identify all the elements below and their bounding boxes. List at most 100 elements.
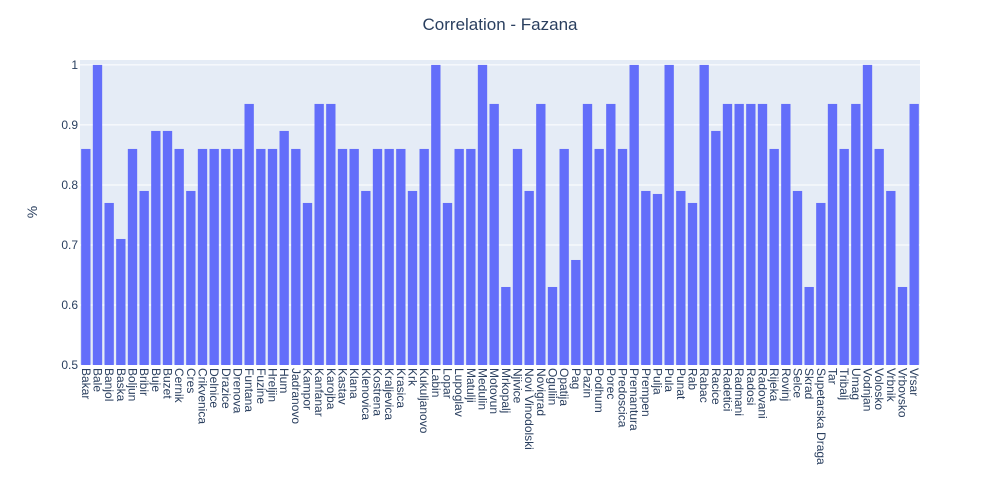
bar — [116, 238, 126, 365]
bar — [256, 148, 266, 365]
bar — [874, 148, 884, 365]
bar — [862, 64, 873, 365]
bar — [536, 103, 546, 366]
x-tick-label: Vrbnik — [884, 368, 898, 403]
x-tick-label: Umag — [849, 368, 863, 400]
x-tick-label: Premantura — [627, 368, 641, 431]
x-tick-label: Podhum — [592, 368, 606, 413]
y-tick-label: 1 — [71, 58, 78, 72]
y-tick-label: 0.8 — [61, 178, 78, 192]
x-tick-label: Baska — [114, 368, 128, 402]
bar — [466, 148, 476, 365]
x-tick-label: Cres — [184, 368, 198, 393]
x-tick-label: Delnice — [207, 368, 221, 408]
x-tick-label: Pulja — [651, 368, 665, 395]
bar — [547, 286, 558, 365]
bar — [139, 190, 149, 365]
bar — [81, 148, 91, 365]
x-tick-label: Lopar — [441, 368, 455, 399]
bar — [477, 64, 488, 365]
x-tick-label: Cernik — [172, 368, 186, 404]
x-tick-label: Fuzine — [254, 368, 268, 404]
plot-background — [80, 60, 920, 365]
bar — [326, 103, 336, 366]
x-axis-ticks: BakarBaleBanjolBaskaBoljunBribirBujeBuze… — [79, 368, 921, 465]
x-tick-label: Jadranovo — [289, 368, 303, 424]
x-tick-label: Rovinj — [779, 368, 793, 401]
x-tick-label: Radmani — [732, 368, 746, 416]
bar — [361, 190, 371, 365]
bar — [629, 64, 639, 365]
bar — [827, 103, 838, 366]
x-tick-label: Vodnjan — [861, 368, 875, 411]
x-tick-label: Novi Vinodolski — [522, 368, 536, 450]
bar — [232, 148, 243, 365]
x-tick-label: Tribalj — [837, 368, 851, 400]
y-tick-label: 0.5 — [61, 358, 78, 372]
bar — [699, 64, 709, 365]
bar — [279, 130, 289, 365]
bar — [617, 148, 628, 365]
bar — [711, 130, 721, 365]
bar — [606, 103, 616, 366]
x-tick-label: Pazin — [581, 368, 595, 398]
x-tick-label: Krk — [406, 368, 420, 387]
bar — [431, 64, 441, 365]
bar — [571, 259, 581, 365]
bar — [524, 190, 534, 365]
x-tick-label: Kukuljanovo — [417, 368, 431, 434]
x-tick-label: Hreljin — [266, 368, 280, 402]
gridlines — [80, 64, 920, 366]
x-tick-label: Skrad — [802, 368, 816, 399]
x-tick-label: Bribir — [137, 368, 151, 396]
x-tick-label: Drazice — [219, 368, 233, 409]
bar — [372, 148, 383, 365]
bar — [349, 148, 359, 365]
bar — [781, 103, 791, 366]
x-tick-label: Matulji — [464, 368, 478, 403]
bar — [687, 202, 698, 365]
bar — [582, 103, 593, 366]
x-tick-label: Kampor — [301, 368, 315, 410]
bar — [197, 148, 208, 365]
bar — [221, 148, 231, 365]
bar — [641, 190, 651, 365]
bar — [501, 286, 511, 365]
bar — [92, 64, 103, 365]
x-tick-label: Njivice — [511, 368, 525, 404]
bar — [652, 193, 663, 365]
bar — [559, 148, 569, 365]
y-tick-label: 0.7 — [61, 238, 78, 252]
bar — [419, 148, 429, 365]
x-tick-label: Motovun — [487, 368, 501, 414]
bar — [594, 148, 604, 365]
bar — [897, 286, 908, 365]
bar — [162, 130, 173, 365]
x-tick-label: Rijeka — [767, 368, 781, 402]
x-tick-label: Labin — [429, 368, 443, 397]
x-tick-label: Kastav — [336, 368, 350, 405]
x-tick-label: Volosko — [872, 368, 886, 410]
x-tick-label: Buzet — [161, 368, 175, 399]
x-tick-label: Opatija — [557, 368, 571, 406]
x-tick-label: Tar — [826, 368, 840, 385]
y-tick-label: 0.6 — [61, 298, 78, 312]
x-tick-label: Pag — [569, 368, 583, 389]
x-tick-label: Drenova — [231, 368, 245, 414]
x-tick-label: Novigrad — [534, 368, 548, 416]
bar — [442, 202, 453, 365]
bar — [209, 148, 219, 365]
x-tick-label: Racice — [709, 368, 723, 405]
x-tick-label: Funtana — [242, 368, 256, 412]
x-tick-label: Oguliin — [546, 368, 560, 405]
bar — [302, 202, 313, 365]
x-tick-label: Radetici — [721, 368, 735, 411]
bar — [792, 190, 803, 365]
x-tick-label: Karojba — [324, 368, 338, 410]
bar — [267, 148, 278, 365]
x-tick-label: Porec — [604, 368, 618, 399]
x-tick-label: Radovani — [756, 368, 770, 419]
x-tick-label: Medulin — [476, 368, 490, 410]
x-tick-label: Mrkopalj — [499, 368, 513, 413]
